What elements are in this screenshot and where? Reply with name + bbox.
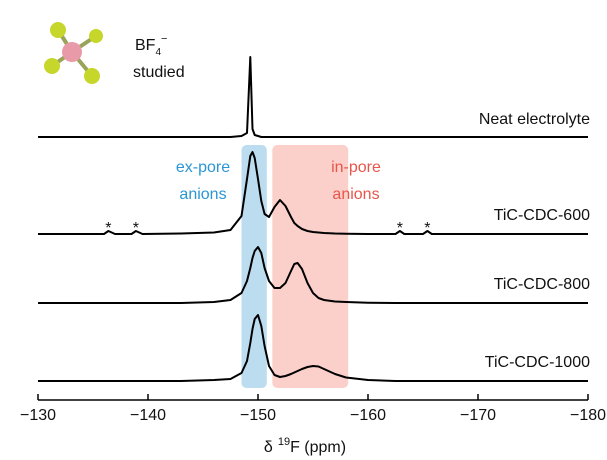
region-label: anions xyxy=(332,186,379,203)
chart: BF4− studied δ 19F (ppm) ex-pore anions in-… xyxy=(0,0,607,460)
series-label: TiC-CDC-1000 xyxy=(485,354,590,371)
x-tick-label: −150 xyxy=(240,407,276,424)
x-tick-label: −170 xyxy=(460,407,496,424)
x-axis-title: δ 19F (ppm) xyxy=(264,436,346,456)
x-title-prefix: δ xyxy=(264,439,273,456)
region-label: anions xyxy=(179,186,226,203)
molecule-sup: − xyxy=(161,33,167,45)
molecule-main: BF xyxy=(135,37,156,54)
x-tick-label: −180 xyxy=(570,407,606,424)
sideband-mark: * xyxy=(105,220,111,237)
x-tick-label: −140 xyxy=(130,407,166,424)
series-label: TiC-CDC-800 xyxy=(494,276,590,293)
molecule-label-line2: studied xyxy=(133,64,185,81)
sideband-mark: * xyxy=(397,220,403,237)
x-tick-label: −160 xyxy=(350,407,386,424)
sideband-mark: * xyxy=(424,220,430,237)
molecule-label: BF4− xyxy=(135,33,167,58)
series-label: Neat electrolyte xyxy=(479,111,590,128)
region-label: ex-pore xyxy=(176,159,230,176)
region-band xyxy=(272,145,348,388)
series-label: TiC-CDC-600 xyxy=(494,207,590,224)
x-title-sup: 19 xyxy=(278,436,290,448)
x-title-main: F (ppm) xyxy=(290,439,346,456)
x-tick-label: −130 xyxy=(20,407,56,424)
region-label: in-pore xyxy=(331,159,381,176)
region-band xyxy=(242,145,267,388)
molecule-sub: 4 xyxy=(155,47,161,58)
sideband-mark: * xyxy=(133,220,139,237)
molecule-icon xyxy=(44,22,103,84)
